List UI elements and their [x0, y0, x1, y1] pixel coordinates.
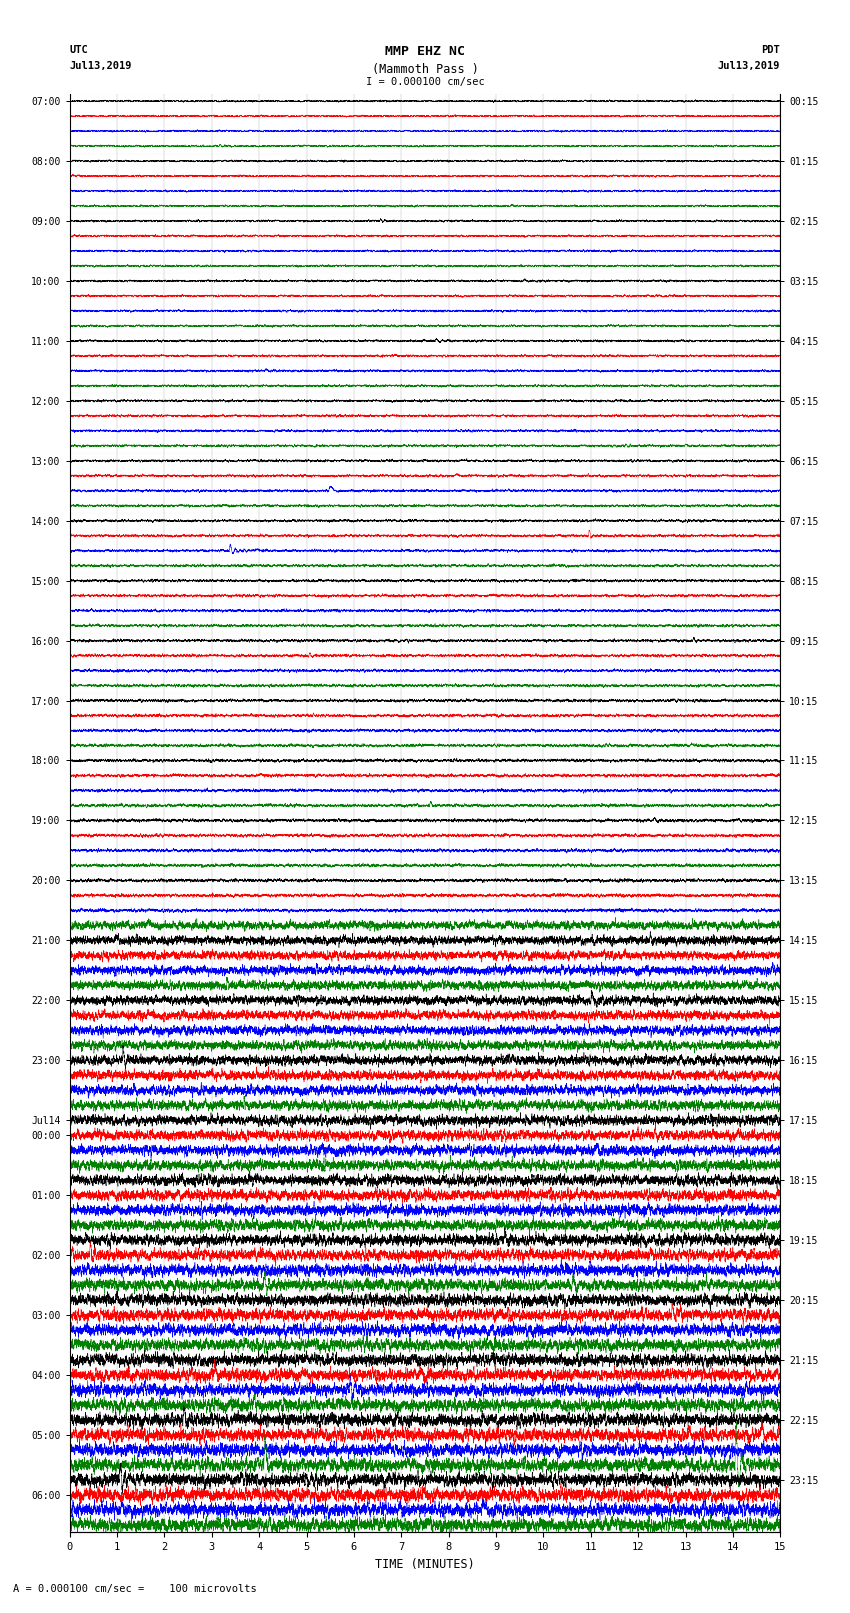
Text: I = 0.000100 cm/sec: I = 0.000100 cm/sec [366, 77, 484, 87]
Text: UTC: UTC [70, 45, 88, 55]
Text: A = 0.000100 cm/sec =    100 microvolts: A = 0.000100 cm/sec = 100 microvolts [13, 1584, 257, 1594]
Text: Jul13,2019: Jul13,2019 [70, 61, 133, 71]
Text: (Mammoth Pass ): (Mammoth Pass ) [371, 63, 479, 76]
Text: Jul13,2019: Jul13,2019 [717, 61, 780, 71]
Text: MMP EHZ NC: MMP EHZ NC [385, 45, 465, 58]
Text: PDT: PDT [762, 45, 780, 55]
X-axis label: TIME (MINUTES): TIME (MINUTES) [375, 1558, 475, 1571]
